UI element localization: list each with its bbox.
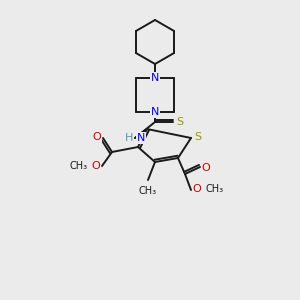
Text: CH₃: CH₃ [206,184,224,194]
Text: N: N [137,133,146,143]
Text: O: O [202,163,210,173]
Text: O: O [92,161,100,171]
Text: O: O [193,184,201,194]
Text: CH₃: CH₃ [70,161,88,171]
Text: N: N [151,107,159,117]
Text: CH₃: CH₃ [139,186,157,196]
Text: O: O [93,132,101,142]
Text: S: S [176,117,184,127]
Text: H: H [124,133,133,143]
Text: N: N [151,73,159,83]
Text: S: S [194,132,202,142]
